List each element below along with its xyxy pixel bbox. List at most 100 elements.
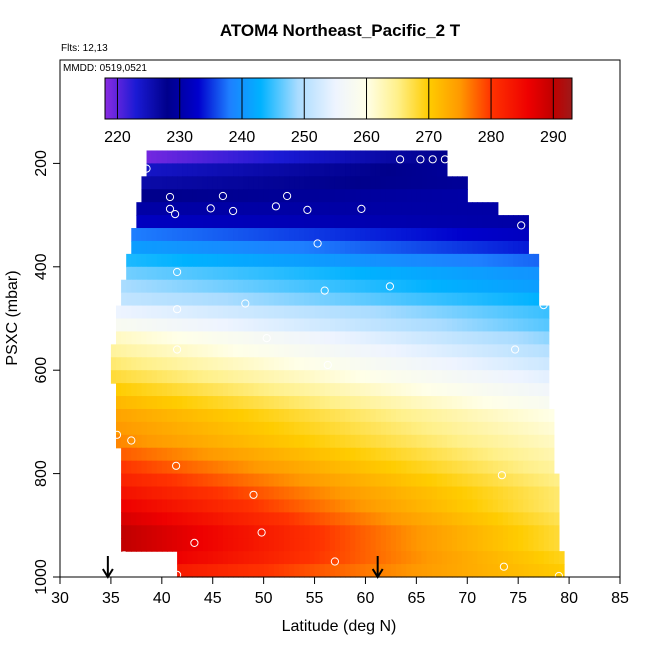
heatmap-cell [472, 253, 479, 268]
heatmap-cell [248, 499, 255, 513]
heatmap-cell [207, 396, 214, 410]
heatmap-cell [406, 266, 412, 281]
heatmap-cell [365, 473, 372, 488]
heatmap-cell [457, 421, 463, 436]
heatmap-cell [365, 150, 372, 164]
heatmap-cell [502, 447, 509, 462]
colorbar-gradient [104, 77, 573, 120]
heatmap-cell [370, 189, 377, 203]
heatmap-cell [350, 538, 356, 552]
heatmap-cell [508, 318, 514, 333]
heatmap-cell [528, 499, 535, 513]
heatmap-cell [380, 408, 387, 423]
heatmap-cell [487, 331, 494, 345]
heatmap-cell [446, 370, 453, 384]
heatmap-cell [426, 176, 433, 190]
sample-point [510, 345, 520, 354]
heatmap-cell [406, 499, 412, 513]
heatmap-cell [462, 176, 468, 190]
heatmap-cell [146, 253, 153, 268]
heatmap-cell [284, 344, 290, 358]
heatmap-cell [390, 564, 397, 578]
heatmap-cell [482, 344, 489, 358]
heatmap-cell [370, 486, 377, 501]
heatmap-cell [329, 253, 336, 268]
heatmap-cell [360, 305, 367, 320]
heatmap-cell [421, 473, 428, 488]
heatmap-cell [452, 408, 458, 423]
heatmap-cell [253, 331, 260, 345]
heatmap-cell [390, 344, 397, 358]
heatmap-cell [182, 434, 188, 449]
heatmap-cell [161, 357, 168, 371]
heatmap-cell [166, 344, 173, 358]
heatmap-cell [436, 163, 443, 177]
heatmap-cell [401, 292, 407, 307]
heatmap-cell [467, 266, 473, 281]
heatmap-cell [380, 215, 387, 229]
heatmap-cell [513, 408, 519, 423]
heatmap-cell [518, 538, 524, 552]
heatmap-cell [182, 383, 188, 397]
heatmap-cell [141, 447, 148, 462]
heatmap-cell [380, 202, 387, 216]
heatmap-cell [390, 163, 397, 177]
heatmap-cell [411, 421, 417, 436]
heatmap-cell [268, 564, 275, 578]
heatmap-cell [294, 305, 300, 320]
heatmap-cell [385, 266, 392, 281]
heatmap-cell [166, 408, 173, 423]
heatmap-cell [497, 512, 504, 526]
sample-point [320, 286, 329, 295]
heatmap-cell [182, 331, 188, 345]
heatmap-cell [441, 447, 448, 462]
heatmap-cell [426, 331, 433, 345]
sample-point [190, 538, 199, 548]
heatmap-cell [533, 383, 540, 397]
heatmap-cell [182, 538, 188, 552]
heatmap-cell [284, 189, 290, 203]
heatmap-cell [136, 344, 143, 358]
colorbar-tick-label: 260 [353, 129, 380, 146]
heatmap-cell [406, 253, 412, 268]
heatmap-cell [222, 434, 229, 449]
heatmap-cell [502, 383, 509, 397]
heatmap-cell [502, 305, 509, 320]
heatmap-cell [365, 344, 372, 358]
heatmap-cell [121, 447, 127, 462]
heatmap-cell [324, 564, 331, 578]
heatmap-cell [268, 408, 275, 423]
heatmap-cell [492, 240, 499, 255]
heatmap-cell [289, 551, 295, 565]
heatmap-cell [457, 331, 463, 345]
heatmap-cell [345, 318, 351, 333]
heatmap-cell [396, 564, 402, 578]
heatmap-cell [528, 473, 535, 488]
heatmap-cell [518, 551, 524, 565]
heatmap-cell [416, 564, 423, 578]
heatmap-cell [116, 344, 122, 358]
heatmap-cell [233, 460, 239, 475]
heatmap-cell [136, 383, 143, 397]
heatmap-cell [161, 499, 168, 513]
heatmap-cell [426, 266, 433, 281]
heatmap-cell [492, 396, 499, 410]
heatmap-cell [334, 331, 341, 345]
heatmap-cell [406, 176, 412, 190]
heatmap-cell [380, 396, 387, 410]
heatmap-cell [273, 202, 280, 216]
heatmap-cell [457, 473, 463, 488]
heatmap-cell [131, 305, 137, 320]
heatmap-cell [212, 176, 219, 190]
heatmap-cell [177, 305, 183, 320]
heatmap-cell [207, 551, 214, 565]
heatmap-cell [289, 538, 295, 552]
heatmap-cell [121, 396, 127, 410]
heatmap-cell [467, 551, 473, 565]
heatmap-cell [222, 357, 229, 371]
heatmap-cell [284, 202, 290, 216]
heatmap-cell [431, 344, 438, 358]
heatmap-cell [172, 512, 178, 526]
heatmap-cell [284, 150, 290, 164]
heatmap-cell [472, 499, 479, 513]
